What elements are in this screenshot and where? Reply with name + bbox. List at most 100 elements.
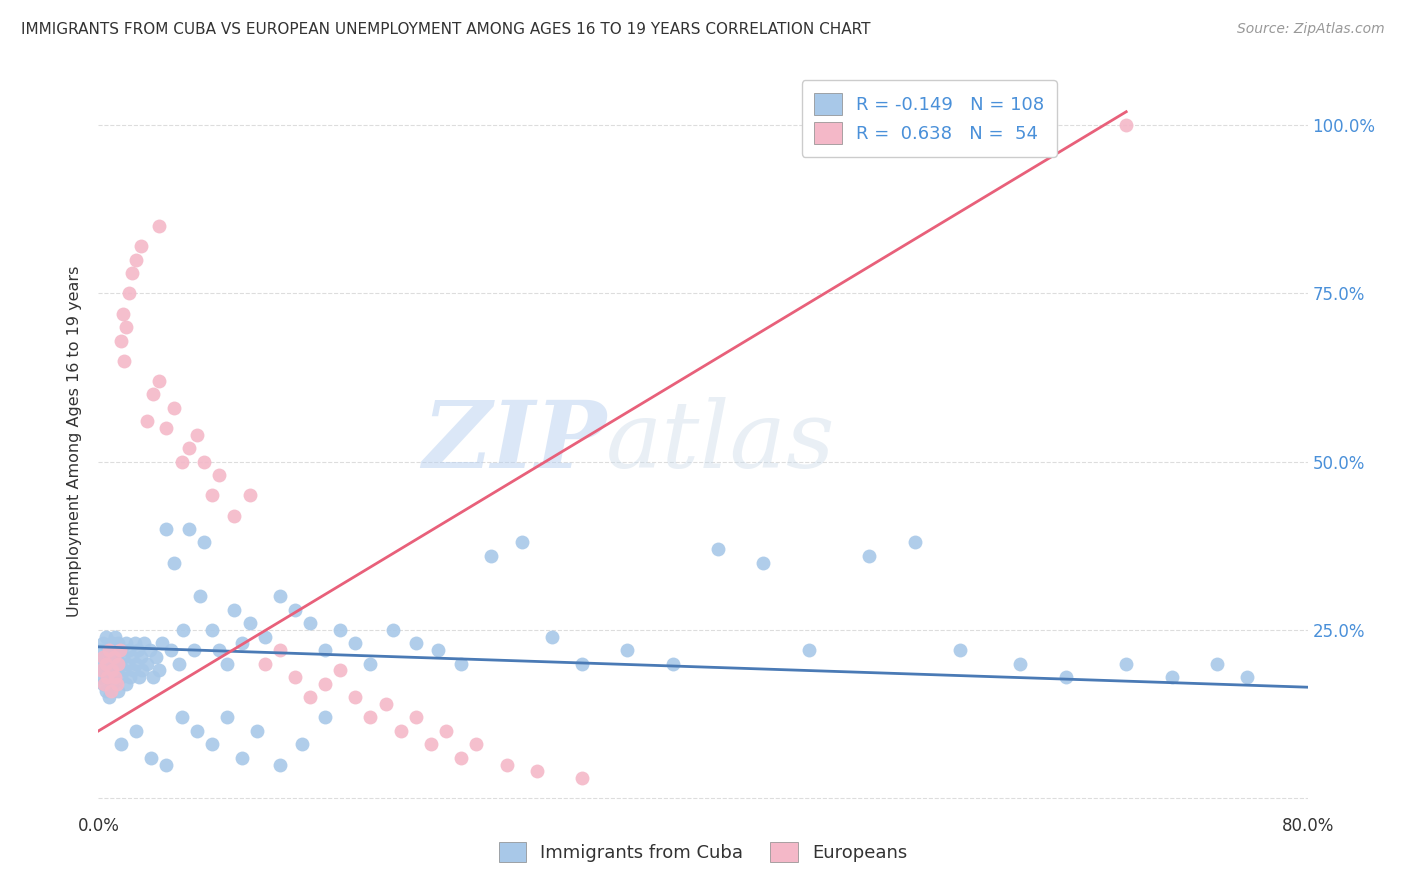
Point [170,710,193,724]
Point [239,488,262,502]
Point [224,603,246,617]
Point [246,723,269,738]
Point [360,657,382,671]
Point [1115,118,1137,132]
Point [103,657,125,671]
Point [101,677,124,691]
Point [160,643,183,657]
Point [135,414,157,428]
Point [107,657,129,671]
Text: atlas: atlas [606,397,835,486]
Point [118,286,141,301]
Point [344,636,367,650]
Point [526,764,548,779]
Point [949,643,972,657]
Point [125,723,148,738]
Point [284,603,307,617]
Point [329,623,352,637]
Point [148,219,170,234]
Point [142,670,165,684]
Point [215,710,238,724]
Point [94,683,117,698]
Point [224,508,246,523]
Point [797,643,820,657]
Point [91,677,114,691]
Point [93,677,115,691]
Point [314,677,336,691]
Point [100,683,122,698]
Point [155,522,177,536]
Point [291,738,314,752]
Point [90,664,112,678]
Point [125,252,148,267]
Point [114,636,136,650]
Text: ZIP: ZIP [422,397,606,486]
Point [382,623,405,637]
Text: Source: ZipAtlas.com: Source: ZipAtlas.com [1237,22,1385,37]
Point [110,643,132,657]
Point [661,657,683,671]
Point [129,649,152,664]
Point [135,657,157,671]
Point [96,670,118,684]
Point [427,643,450,657]
Point [360,710,382,724]
Point [105,677,128,691]
Point [167,657,190,671]
Point [201,488,224,502]
Point [104,630,127,644]
Point [208,643,231,657]
Point [405,710,427,724]
Point [94,657,117,671]
Point [105,649,128,664]
Point [420,738,443,752]
Point [284,670,307,684]
Point [93,649,115,664]
Point [299,690,322,705]
Point [121,266,143,280]
Point [105,664,128,678]
Point [253,630,276,644]
Point [405,636,427,650]
Point [1206,657,1229,671]
Point [269,643,291,657]
Point [145,649,167,664]
Point [183,643,205,657]
Point [96,657,118,671]
Point [707,542,730,557]
Point [103,643,125,657]
Point [98,643,121,657]
Text: IMMIGRANTS FROM CUBA VS EUROPEAN UNEMPLOYMENT AMONG AGES 16 TO 19 YEARS CORRELAT: IMMIGRANTS FROM CUBA VS EUROPEAN UNEMPLO… [21,22,870,37]
Point [374,697,396,711]
Point [314,643,336,657]
Point [389,723,412,738]
Point [344,690,367,705]
Point [104,670,127,684]
Point [299,616,322,631]
Point [193,455,215,469]
Point [104,670,127,684]
Point [269,590,291,604]
Point [481,549,503,563]
Point [188,590,211,604]
Point [314,710,336,724]
Point [179,522,201,536]
Point [170,455,193,469]
Point [616,643,638,657]
Point [101,664,124,678]
Point [495,757,517,772]
Point [571,771,593,785]
Point [100,649,122,664]
Point [752,556,775,570]
Point [129,239,152,253]
Point [90,643,112,657]
Point [1160,670,1182,684]
Point [103,649,125,664]
Point [115,657,138,671]
Point [450,751,472,765]
Point [108,643,131,657]
Point [114,677,136,691]
Point [101,636,124,650]
Point [112,664,135,678]
Point [124,636,146,650]
